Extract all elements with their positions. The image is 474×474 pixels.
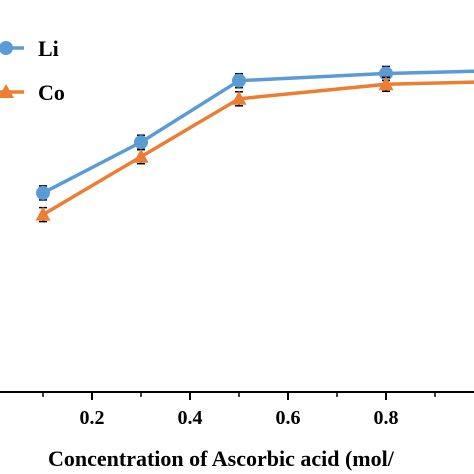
x-tick-label: 0.2	[80, 407, 105, 429]
data-point-li	[232, 73, 246, 88]
legend-item-li: Li	[0, 36, 59, 61]
series-li	[36, 65, 474, 201]
legend-marker	[0, 84, 14, 98]
series-co	[35, 76, 474, 223]
data-point-co	[378, 76, 394, 91]
series-line-co	[42, 80, 474, 217]
x-tick-label: 0.8	[374, 407, 399, 429]
series-layer	[35, 65, 474, 223]
x-ticks: 0.2 0.4 0.6 0.8	[42, 392, 436, 429]
data-point-li	[134, 135, 148, 150]
x-axis-title: Concentration of Ascorbic acid (mol/	[48, 446, 395, 471]
data-point-co	[35, 206, 51, 221]
legend-item-co: Co	[0, 80, 65, 105]
legend-label: Co	[38, 80, 65, 105]
data-point-li	[36, 185, 50, 200]
legend-label: Li	[38, 36, 59, 61]
data-point-co	[133, 148, 149, 163]
x-tick-label: 0.6	[276, 407, 301, 429]
legend: Li Co	[0, 36, 65, 105]
x-tick-label: 0.4	[178, 407, 203, 429]
data-point-co	[231, 90, 247, 105]
legend-marker	[0, 41, 13, 55]
